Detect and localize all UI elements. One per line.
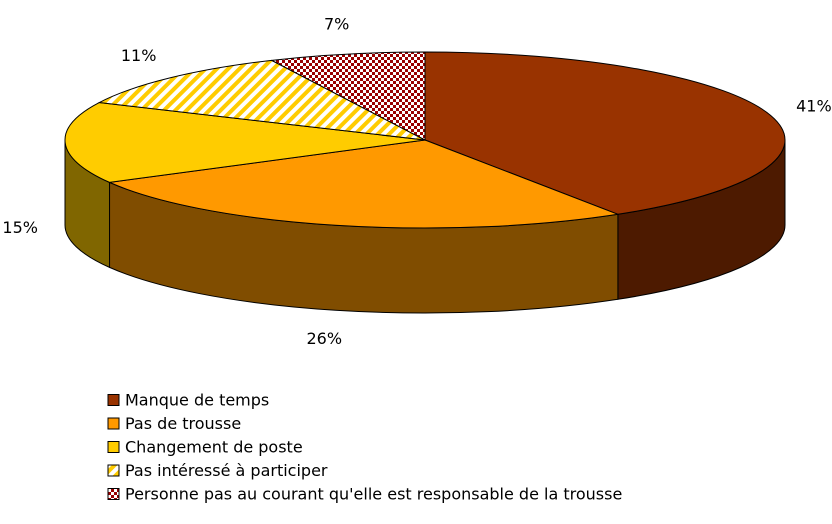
pie-slice [270, 51, 426, 141]
legend-swatch [107, 394, 120, 406]
legend-label: Manque de temps [125, 391, 269, 410]
legend-label: Changement de poste [125, 438, 303, 457]
data-label: 11% [121, 46, 157, 65]
pie-slice [64, 102, 426, 183]
legend-swatch [107, 464, 120, 477]
data-label: 7% [324, 14, 349, 33]
legend-swatch [107, 417, 120, 430]
pie-slice [97, 59, 426, 141]
pie-slice [107, 139, 620, 229]
pie-slice [424, 51, 786, 215]
legend-swatch [107, 441, 120, 453]
data-label: 41% [796, 97, 832, 116]
legend-swatch [107, 488, 120, 500]
data-label: 15% [2, 218, 38, 237]
legend-label: Pas intéressé à participer [125, 461, 328, 480]
data-label: 26% [306, 329, 342, 348]
legend-label: Pas de trousse [125, 414, 241, 433]
legend-label: Personne pas au courant qu'elle est resp… [125, 485, 622, 504]
